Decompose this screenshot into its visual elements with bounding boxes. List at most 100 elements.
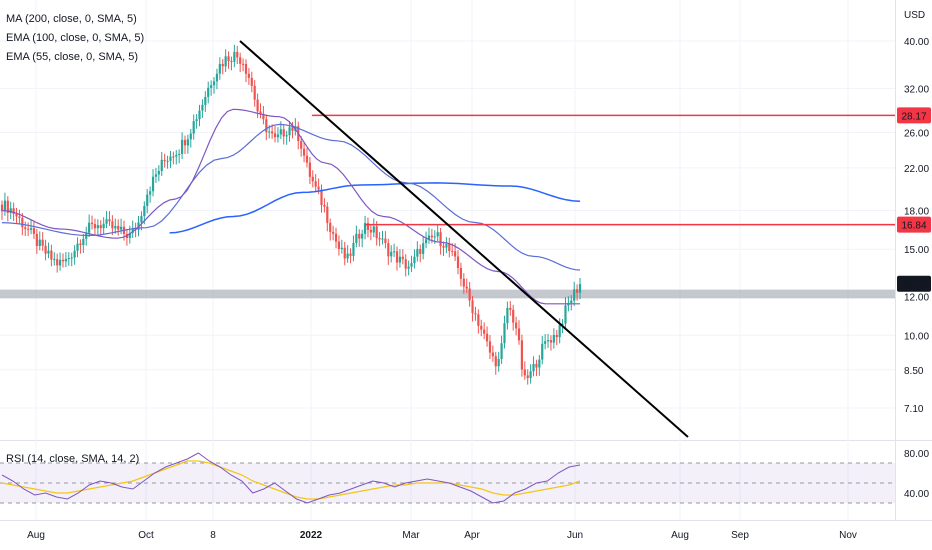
- candle-body: [38, 239, 41, 247]
- candle-body: [236, 51, 239, 58]
- candle-body: [395, 251, 399, 263]
- candle-body: [93, 224, 97, 229]
- candle-body: [558, 324, 561, 338]
- candle-body: [21, 217, 24, 228]
- candle-body: [151, 176, 155, 192]
- candle-body: [323, 205, 326, 207]
- candle-body: [465, 286, 468, 289]
- rsi-pane[interactable]: [0, 440, 895, 520]
- price-tick-label: 10.00: [904, 331, 929, 342]
- candle-body: [578, 284, 582, 293]
- time-tick-label: Sep: [731, 530, 749, 541]
- candle-body: [430, 235, 433, 238]
- candle-body: [509, 307, 512, 310]
- candle-body: [262, 113, 265, 120]
- time-tick-label: Mar: [402, 530, 420, 541]
- candle-body: [276, 134, 280, 138]
- candle-body: [366, 223, 370, 230]
- candle-body: [393, 251, 396, 253]
- candle-body: [462, 278, 465, 287]
- candle-body: [27, 228, 30, 230]
- candle-body: [88, 222, 91, 233]
- candle-body: [102, 223, 105, 229]
- support-zone[interactable]: [0, 289, 895, 299]
- candle-body: [407, 266, 410, 269]
- ema100-line[interactable]: [1, 123, 581, 271]
- candle-body: [404, 259, 407, 269]
- candle-body: [410, 263, 413, 267]
- candle-body: [73, 250, 76, 258]
- candle-body: [378, 238, 381, 240]
- candle-body: [471, 300, 474, 314]
- candle-body: [256, 99, 259, 112]
- rsi-tick-label: 80.00: [904, 449, 929, 460]
- candle-body: [239, 57, 242, 64]
- legend-ema55[interactable]: EMA (55, close, 0, SMA, 5): [6, 51, 138, 63]
- price-tick-label: 12.00: [904, 293, 929, 304]
- candle-body: [497, 358, 500, 367]
- candle-body: [433, 236, 436, 238]
- candle-body: [375, 226, 378, 239]
- candle-body: [233, 51, 236, 62]
- candle-body: [15, 213, 18, 217]
- candle-body: [192, 121, 195, 134]
- candle-body: [210, 85, 213, 88]
- candle-body: [334, 233, 338, 242]
- candle-body: [67, 258, 70, 260]
- price-pane[interactable]: [0, 0, 895, 440]
- candle-body: [340, 247, 343, 249]
- candle-body: [346, 253, 349, 259]
- candle-body: [427, 235, 431, 240]
- price-badge-label: 28.17: [901, 111, 926, 122]
- candle-body: [96, 225, 99, 229]
- candle-body: [546, 340, 550, 342]
- candle-body: [183, 139, 187, 146]
- candles: [0, 44, 582, 385]
- ma200-line[interactable]: [169, 182, 581, 234]
- candle-body: [207, 87, 210, 97]
- ema55-line[interactable]: [1, 108, 580, 305]
- candle-body: [128, 232, 131, 239]
- candle-body: [317, 186, 320, 190]
- time-tick-label: Oct: [138, 530, 154, 541]
- candle-body: [163, 159, 166, 162]
- candle-body: [180, 139, 184, 154]
- candle-body: [500, 343, 503, 359]
- candle-body: [41, 239, 44, 246]
- candle-body: [178, 153, 181, 155]
- rsi-axis[interactable]: 80.00 40.00: [904, 449, 929, 500]
- price-tick-label: 18.00: [904, 207, 929, 218]
- legend-ema100[interactable]: EMA (100, close, 0, SMA, 5): [6, 32, 144, 44]
- price-badge: [897, 275, 931, 292]
- candle-body: [369, 229, 372, 233]
- rsi-tick-label: 40.00: [904, 489, 929, 500]
- candle-body: [18, 216, 21, 218]
- time-tick-label: Jun: [567, 530, 583, 541]
- candle-body: [532, 363, 535, 372]
- candle-body: [401, 256, 404, 260]
- candle-body: [468, 288, 471, 301]
- candle-body: [448, 244, 451, 252]
- downtrend-line[interactable]: [239, 40, 689, 438]
- candle-body: [282, 129, 285, 137]
- candle-body: [9, 208, 12, 213]
- time-axis[interactable]: Aug Oct 8 2022 Mar Apr Jun Aug Sep Nov: [27, 530, 857, 541]
- legend-rsi[interactable]: RSI (14, close, SMA, 14, 2): [6, 453, 139, 465]
- legend-ma200[interactable]: MA (200, close, 0, SMA, 5): [6, 13, 137, 25]
- candle-body: [186, 139, 189, 146]
- candle-body: [419, 249, 422, 254]
- candle-body: [58, 259, 62, 266]
- candle-body: [416, 249, 419, 257]
- candle-body: [241, 63, 245, 65]
- candle-body: [552, 334, 555, 343]
- candle-body: [44, 245, 47, 254]
- candle-body: [160, 159, 163, 172]
- candle-body: [381, 238, 384, 240]
- candle-body: [485, 333, 489, 342]
- candle-body: [3, 200, 7, 212]
- candle-body: [253, 85, 256, 100]
- candle-body: [12, 208, 15, 214]
- price-axis[interactable]: 40.00 32.00 26.00 22.00 18.00 15.00 12.00 10.00…: [904, 37, 929, 415]
- candle-body: [131, 228, 134, 233]
